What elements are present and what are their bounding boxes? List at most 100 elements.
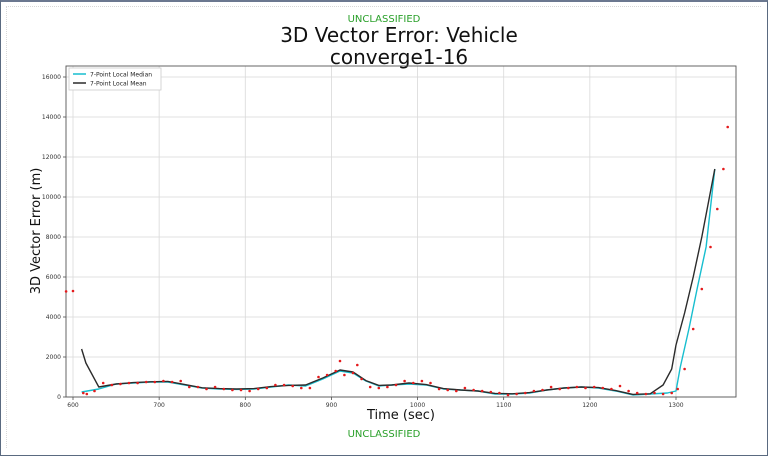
data-point bbox=[700, 287, 704, 291]
classification-banner-bottom: UNCLASSIFIED bbox=[347, 429, 421, 440]
x-tick-label: 1300 bbox=[668, 402, 683, 409]
y-tick-label: 12000 bbox=[42, 154, 61, 161]
data-point bbox=[300, 386, 303, 390]
data-point bbox=[472, 388, 475, 392]
y-axis-label: 3D Vector Error (m) bbox=[29, 168, 44, 295]
data-point bbox=[524, 391, 527, 395]
data-point bbox=[429, 381, 432, 385]
data-point bbox=[136, 381, 139, 385]
data-point bbox=[716, 207, 719, 211]
data-point bbox=[412, 381, 415, 385]
data-point bbox=[403, 379, 406, 383]
chart-title-line1: 3D Vector Error: Vehicle bbox=[280, 23, 518, 47]
data-point bbox=[635, 391, 639, 395]
data-point bbox=[196, 385, 200, 389]
y-tick-label: 14000 bbox=[42, 114, 61, 121]
data-point bbox=[64, 290, 68, 293]
data-point bbox=[71, 289, 75, 293]
data-point bbox=[274, 383, 277, 387]
data-point bbox=[205, 387, 208, 391]
data-point bbox=[248, 389, 251, 393]
data-point bbox=[338, 359, 342, 363]
y-tick-label: 8000 bbox=[46, 234, 61, 241]
legend: 7-Point Local Median 7-Point Local Mean bbox=[68, 67, 162, 91]
legend-box bbox=[68, 67, 162, 91]
data-point bbox=[282, 383, 286, 387]
data-point bbox=[360, 377, 363, 381]
data-point bbox=[222, 387, 226, 391]
data-point bbox=[308, 386, 312, 390]
data-point bbox=[455, 389, 458, 393]
mean-line bbox=[80, 168, 716, 396]
data-point bbox=[265, 386, 269, 390]
data-point bbox=[325, 373, 329, 377]
data-point bbox=[610, 387, 613, 391]
data-point bbox=[394, 383, 398, 387]
data-point bbox=[644, 392, 648, 396]
data-point bbox=[558, 387, 561, 391]
data-point bbox=[93, 389, 96, 393]
grid-lines bbox=[66, 66, 736, 398]
legend-median-label: 7-Point Local Median bbox=[90, 72, 152, 79]
data-point bbox=[356, 363, 359, 367]
data-point bbox=[506, 393, 510, 397]
median-line bbox=[81, 168, 716, 396]
data-point bbox=[567, 386, 570, 390]
chart-title-line2: converge1-16 bbox=[329, 45, 469, 69]
data-point bbox=[584, 386, 587, 390]
data-point bbox=[683, 367, 686, 371]
x-tick-label: 1000 bbox=[410, 402, 425, 409]
data-point bbox=[541, 388, 544, 392]
data-point bbox=[101, 381, 105, 385]
data-point bbox=[575, 385, 579, 389]
data-point bbox=[119, 382, 122, 386]
y-tick-label: 10000 bbox=[42, 194, 61, 201]
data-point bbox=[162, 379, 165, 383]
data-point bbox=[127, 381, 131, 385]
data-point bbox=[334, 369, 338, 373]
x-tick-label: 1200 bbox=[582, 402, 597, 409]
y-tick-label: 16000 bbox=[42, 74, 61, 81]
data-point bbox=[670, 391, 673, 395]
data-point bbox=[377, 386, 381, 390]
data-point bbox=[653, 391, 656, 395]
y-tick-label: 6000 bbox=[46, 274, 61, 281]
data-point bbox=[437, 387, 441, 391]
data-point bbox=[110, 383, 114, 387]
data-point bbox=[179, 379, 182, 383]
data-point bbox=[722, 167, 725, 171]
x-tick-label: 900 bbox=[326, 402, 338, 409]
x-tick-label: 700 bbox=[153, 402, 165, 409]
data-point bbox=[153, 380, 157, 384]
data-point bbox=[515, 392, 518, 396]
data-point bbox=[188, 385, 191, 389]
data-point bbox=[661, 392, 665, 396]
y-tick-label: 4000 bbox=[46, 314, 61, 321]
data-point bbox=[291, 384, 295, 388]
data-point bbox=[489, 390, 493, 394]
plot-area-border bbox=[65, 65, 737, 398]
data-point bbox=[144, 380, 148, 384]
x-axis-label: Time (sec) bbox=[366, 408, 435, 423]
y-tick-label: 0 bbox=[57, 394, 61, 401]
data-point bbox=[709, 245, 712, 249]
data-point bbox=[170, 380, 174, 384]
data-point bbox=[386, 385, 389, 389]
x-tick-label: 600 bbox=[67, 402, 79, 409]
x-tick-label: 1100 bbox=[496, 402, 511, 409]
data-point bbox=[726, 125, 729, 129]
data-point bbox=[498, 391, 501, 395]
data-point bbox=[82, 391, 85, 395]
classification-banner-top: UNCLASSIFIED bbox=[347, 14, 421, 25]
x-tick-label: 800 bbox=[240, 402, 252, 409]
data-point bbox=[676, 387, 679, 391]
data-point bbox=[351, 371, 355, 375]
legend-mean-label: 7-Point Local Mean bbox=[90, 81, 147, 88]
axes: 600 700 800 900 1000 1100 1200 1300 0 2000 4000 600… bbox=[42, 65, 737, 409]
data-point bbox=[343, 373, 346, 377]
data-point bbox=[618, 384, 622, 388]
data-point bbox=[592, 385, 596, 389]
data-point bbox=[446, 388, 450, 392]
data-point bbox=[549, 385, 553, 389]
